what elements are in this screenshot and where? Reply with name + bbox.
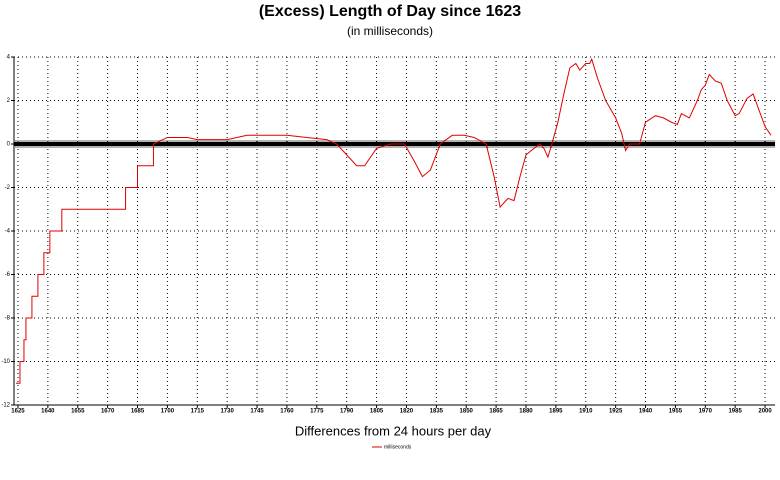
y-tick-label: -2 bbox=[5, 185, 11, 191]
x-tick-label: 1805 bbox=[370, 409, 384, 415]
x-tick-label: 1625 bbox=[11, 409, 25, 415]
x-tick-label: 1910 bbox=[579, 409, 593, 415]
chart-subtitle: (in milliseconds) bbox=[347, 24, 433, 38]
legend-label: milliseconds bbox=[384, 444, 412, 450]
y-tick-label: -4 bbox=[5, 229, 11, 235]
x-tick-label: 1955 bbox=[669, 409, 683, 415]
y-tick-label: -12 bbox=[1, 403, 10, 409]
chart-title: (Excess) Length of Day since 1623 bbox=[259, 3, 521, 20]
x-tick-label: 1640 bbox=[41, 409, 55, 415]
x-tick-label: 1685 bbox=[131, 409, 145, 415]
x-tick-label: 1820 bbox=[400, 409, 414, 415]
x-tick-label: 1655 bbox=[71, 409, 85, 415]
x-tick-label: 1835 bbox=[430, 409, 444, 415]
x-tick-label: 1970 bbox=[699, 409, 713, 415]
y-tick-label: 4 bbox=[7, 55, 11, 61]
x-tick-label: 2000 bbox=[758, 409, 772, 415]
x-tick-label: 1760 bbox=[280, 409, 294, 415]
x-tick-label: 1790 bbox=[340, 409, 354, 415]
x-tick-label: 1985 bbox=[728, 409, 742, 415]
x-axis-label: Differences from 24 hours per day bbox=[295, 423, 492, 438]
y-tick-label: 2 bbox=[7, 98, 11, 104]
x-tick-label: 1865 bbox=[489, 409, 503, 415]
y-tick-label: -6 bbox=[5, 272, 11, 278]
x-tick-label: 1880 bbox=[519, 409, 533, 415]
y-tick-label: -8 bbox=[5, 316, 11, 322]
x-tick-label: 1775 bbox=[310, 409, 324, 415]
x-tick-label: 1670 bbox=[101, 409, 115, 415]
x-tick-label: 1715 bbox=[191, 409, 205, 415]
y-tick-label: -10 bbox=[1, 359, 10, 365]
data-line bbox=[15, 57, 772, 384]
x-tick-label: 1925 bbox=[609, 409, 623, 415]
x-tick-label: 1850 bbox=[460, 409, 474, 415]
x-tick-label: 1730 bbox=[220, 409, 234, 415]
x-tick-label: 1940 bbox=[639, 409, 653, 415]
x-tick-label: 1700 bbox=[161, 409, 175, 415]
y-tick-label: 0 bbox=[7, 142, 11, 148]
x-tick-label: 1895 bbox=[549, 409, 563, 415]
x-tick-label: 1745 bbox=[250, 409, 264, 415]
